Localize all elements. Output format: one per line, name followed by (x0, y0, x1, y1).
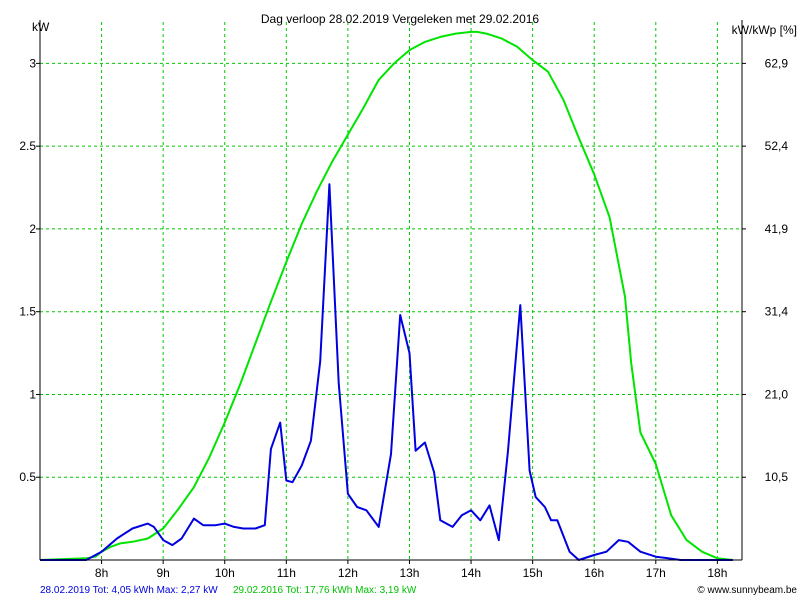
x-tick-label: 17h (646, 566, 666, 580)
y-tick-label-left: 1 (29, 387, 36, 401)
series-layer (39, 30, 733, 561)
y-tick-label-left: 2.5 (19, 139, 36, 153)
y-tick-label-left: 3 (29, 56, 36, 70)
footer-credit: © www.sunnybeam.be (697, 585, 797, 596)
y-tick-label-right: 41,9 (765, 222, 789, 236)
y-tick-label-left: 0.5 (19, 470, 36, 484)
series-line-green (39, 30, 733, 561)
y-tick-label-right: 10,5 (765, 470, 789, 484)
grid (40, 22, 742, 560)
axes (36, 20, 746, 564)
x-tick-label: 13h (399, 566, 419, 580)
y-tick-label-left: 2 (29, 222, 36, 236)
y-axis-left-label: kW (32, 20, 50, 34)
y-tick-label-left: 1.5 (19, 305, 36, 319)
y-tick-label-right: 52,4 (765, 139, 789, 153)
tick-labels: 0.5 1 1.5 2 2.5 3 10,5 21,0 31,4 41,9 52,4 62,9 8h 9h… (19, 56, 788, 580)
y-tick-label-right: 62,9 (765, 56, 789, 70)
x-tick-label: 8h (95, 566, 108, 580)
x-tick-label: 14h (461, 566, 481, 580)
footer-green-text: 29.02.2016 Tot: 17,76 kWh Max: 3,19 kW (233, 585, 417, 596)
x-tick-label: 18h (707, 566, 727, 580)
x-tick-label: 10h (215, 566, 235, 580)
x-tick-label: 15h (523, 566, 543, 580)
footer-blue-text: 28.02.2019 Tot: 4,05 kWh Max: 2,27 kW (40, 585, 218, 596)
x-tick-label: 12h (338, 566, 358, 580)
y-tick-label-right: 31,4 (765, 305, 789, 319)
x-tick-label: 11h (277, 566, 296, 580)
y-axis-right-label: kW/kWp [%] (732, 23, 797, 37)
series-line-blue (40, 183, 733, 561)
chart-title: Dag verloop 28.02.2019 Vergeleken met 29… (261, 12, 540, 26)
x-tick-label: 9h (156, 566, 169, 580)
x-tick-label: 16h (584, 566, 604, 580)
y-tick-label-right: 21,0 (765, 387, 789, 401)
